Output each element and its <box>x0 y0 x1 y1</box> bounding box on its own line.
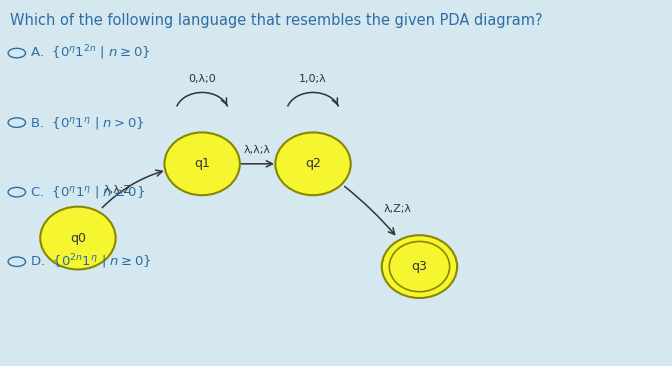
Ellipse shape <box>165 132 240 195</box>
FancyArrowPatch shape <box>102 170 162 208</box>
Text: q2: q2 <box>305 157 321 170</box>
Ellipse shape <box>382 235 457 298</box>
Ellipse shape <box>40 207 116 269</box>
Text: q1: q1 <box>194 157 210 170</box>
Text: λ,λ;Z: λ,λ;Z <box>104 184 132 194</box>
Text: C.  $\{0^{\eta}1^{\eta}\ |\ n{\geq}0\}$: C. $\{0^{\eta}1^{\eta}\ |\ n{\geq}0\}$ <box>30 184 145 200</box>
FancyArrowPatch shape <box>345 186 394 235</box>
Ellipse shape <box>276 132 351 195</box>
Text: B.  $\{0^{\eta}1^{\eta}\ |\ n{>}0\}$: B. $\{0^{\eta}1^{\eta}\ |\ n{>}0\}$ <box>30 115 145 131</box>
Text: λ,Z;λ: λ,Z;λ <box>383 205 411 214</box>
FancyArrowPatch shape <box>241 161 272 167</box>
Text: D.  $\{0^{2n}1^{\eta}\ |\ n{\geq}0\}$: D. $\{0^{2n}1^{\eta}\ |\ n{\geq}0\}$ <box>30 253 152 271</box>
Text: 0,λ;0: 0,λ;0 <box>188 74 216 84</box>
Text: λ,λ;λ: λ,λ;λ <box>244 145 271 154</box>
Text: A.  $\{0^{\eta}1^{2n}\ |\ n{\geq}0\}$: A. $\{0^{\eta}1^{2n}\ |\ n{\geq}0\}$ <box>30 44 151 62</box>
Text: 1,0;λ: 1,0;λ <box>299 74 327 84</box>
Text: q0: q0 <box>70 232 86 244</box>
Text: Which of the following language that resembles the given PDA diagram?: Which of the following language that res… <box>10 13 543 28</box>
Text: q3: q3 <box>411 260 427 273</box>
